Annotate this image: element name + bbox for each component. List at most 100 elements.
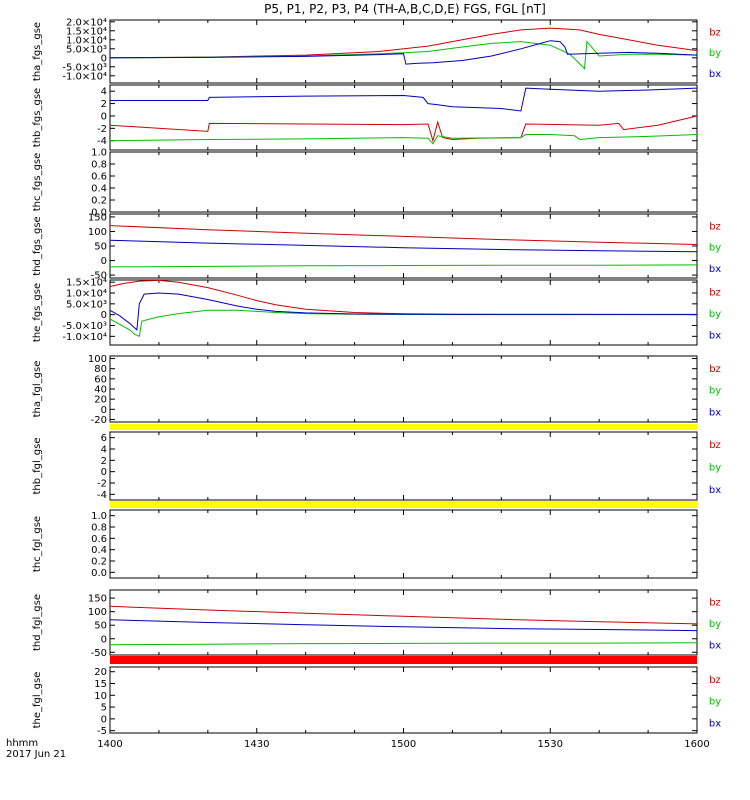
panel-tha_fgs_gse: 2.0×10⁴1.5×10⁴1.0×10⁴5.0×10³0-5.0×10³-1.…: [32, 17, 721, 84]
band-thb_fgl_gse: [110, 501, 697, 508]
y-axis-label-thb_fgs_gse: thb_fgs_gse: [32, 88, 43, 147]
y-tick-label: 80: [94, 364, 107, 375]
panels-group: 2.0×10⁴1.5×10⁴1.0×10⁴5.0×10³0-5.0×10³-1.…: [32, 17, 721, 737]
panel-thd_fgs_gse: 150 100 50 0 -50 thd_fgs_gse bz by bx: [32, 212, 721, 281]
y-tick-label: 150: [88, 594, 107, 605]
series-line-bz: [109, 27, 698, 59]
panel-frame: [109, 431, 698, 501]
panel-frame: [109, 19, 698, 84]
x-axis: 1400 1430 1500 1530 1600: [97, 739, 709, 750]
legend-bz: bz: [709, 675, 721, 686]
y-axis-label-thb_fgl_gse: thb_fgl_gse: [32, 438, 43, 495]
legend-bz: bz: [709, 288, 721, 299]
y-tick-label: 0.0: [91, 208, 107, 219]
y-tick-label: -1.0×10⁴: [62, 71, 107, 82]
series-line-by: [109, 642, 698, 646]
y-tick-label: 2: [101, 456, 107, 467]
x-tick-label: 1500: [391, 739, 416, 750]
y-tick-label: 4: [101, 87, 107, 98]
y-tick-label: 1.0: [91, 148, 107, 159]
panel-frame: [109, 355, 698, 423]
legend-by: by: [709, 48, 721, 59]
legend-by: by: [709, 243, 721, 254]
y-tick-label: 40: [94, 385, 107, 396]
y-axis-label-thc_fgl_gse: thc_fgl_gse: [32, 516, 43, 572]
legend-bz: bz: [709, 598, 721, 609]
legend-bz: bz: [709, 27, 721, 38]
panel-frame: [109, 666, 698, 734]
y-axis-label-thd_fgs_gse: thd_fgs_gse: [32, 216, 43, 275]
series-line-by: [109, 134, 698, 145]
legend-by: by: [709, 619, 721, 630]
y-tick-label: -5.0×10³: [62, 321, 107, 332]
legend-bz: bz: [709, 222, 721, 233]
y-tick-label: 1.0×10⁴: [66, 289, 107, 300]
y-tick-label: 5.0×10³: [66, 299, 107, 310]
series-line-by: [109, 264, 698, 268]
series-line-bx: [110, 87, 698, 112]
y-tick-label: 0: [101, 111, 107, 122]
y-tick-label: 5: [101, 703, 107, 714]
panel-frame: [109, 213, 698, 279]
band-thd_fgl_gse: [110, 656, 697, 664]
y-tick-label: 0.6: [91, 172, 107, 183]
y-axis-label-the_fgl_gse: the_fgl_gse: [32, 672, 43, 729]
x-tick-label: 1400: [97, 739, 122, 750]
y-tick-label: -2: [97, 479, 107, 490]
y-tick-label: 0.0: [91, 568, 107, 579]
y-tick-label: 150: [88, 212, 107, 223]
panel-thb_fgs_gse: 420 -2-4 thb_fgs_gse: [32, 84, 698, 151]
y-tick-label: -5.0×10³: [62, 62, 107, 73]
legend-bx: bx: [709, 69, 721, 80]
y-axis-label-tha_fgs_gse: tha_fgs_gse: [32, 22, 43, 81]
panel-frame: [109, 84, 698, 151]
y-axis-label-tha_fgl_gse: tha_fgl_gse: [32, 361, 43, 418]
y-tick-label: 0.6: [91, 534, 107, 545]
y-tick-label: -1.0×10⁴: [62, 332, 107, 343]
y-tick-label: 20: [94, 667, 107, 678]
y-tick-label: 60: [94, 374, 107, 385]
legend-bx: bx: [709, 718, 721, 729]
y-tick-label: 100: [88, 607, 107, 618]
legend-bz: bz: [709, 440, 721, 451]
y-tick-label: 1.0: [91, 511, 107, 522]
legend-bx: bx: [709, 407, 721, 418]
series-line-bx: [109, 292, 697, 331]
x-axis-label-hhmm: hhmm: [6, 738, 38, 749]
legend-by: by: [709, 463, 721, 474]
y-tick-label: 0: [101, 256, 107, 267]
band-tha_fgl_gse: [110, 424, 697, 430]
y-tick-label: -50: [91, 271, 107, 282]
legend-bx: bx: [709, 641, 721, 652]
y-tick-label: -4: [97, 490, 107, 501]
legend-by: by: [709, 386, 721, 397]
y-tick-label: 0.8: [91, 160, 107, 171]
y-tick-label: 0: [101, 467, 107, 478]
y-tick-label: 0: [101, 405, 107, 416]
x-tick-label: 1530: [538, 739, 563, 750]
panel-frame: [109, 509, 698, 579]
y-tick-label: 1.5×10⁴: [66, 278, 107, 289]
y-tick-label: 1.5×10⁴: [66, 26, 107, 37]
legend-bz: bz: [709, 364, 721, 375]
series-line-bx: [109, 619, 698, 632]
y-tick-label: 0.2: [91, 557, 107, 568]
y-tick-label: 0: [101, 310, 107, 321]
y-tick-label: 2: [101, 99, 107, 110]
y-tick-label: 10: [94, 691, 107, 702]
y-tick-label: 20: [94, 395, 107, 406]
y-tick-label: 1.0×10⁴: [66, 35, 107, 46]
series-line-bz: [109, 225, 698, 245]
panel-thc_fgs_gse: 1.00.80.60.40.20.0 thc_fgs_gse: [32, 148, 698, 219]
y-tick-label: -4: [97, 136, 107, 147]
y-tick-label: -5: [97, 726, 107, 737]
y-tick-label: 0.2: [91, 196, 107, 207]
y-axis-label-thd_fgl_gse: thd_fgl_gse: [32, 594, 43, 651]
x-tick-label: 1600: [684, 739, 709, 750]
chart-title: P5, P1, P2, P3, P4 (TH-A,B,C,D,E) FGS, F…: [264, 2, 546, 16]
